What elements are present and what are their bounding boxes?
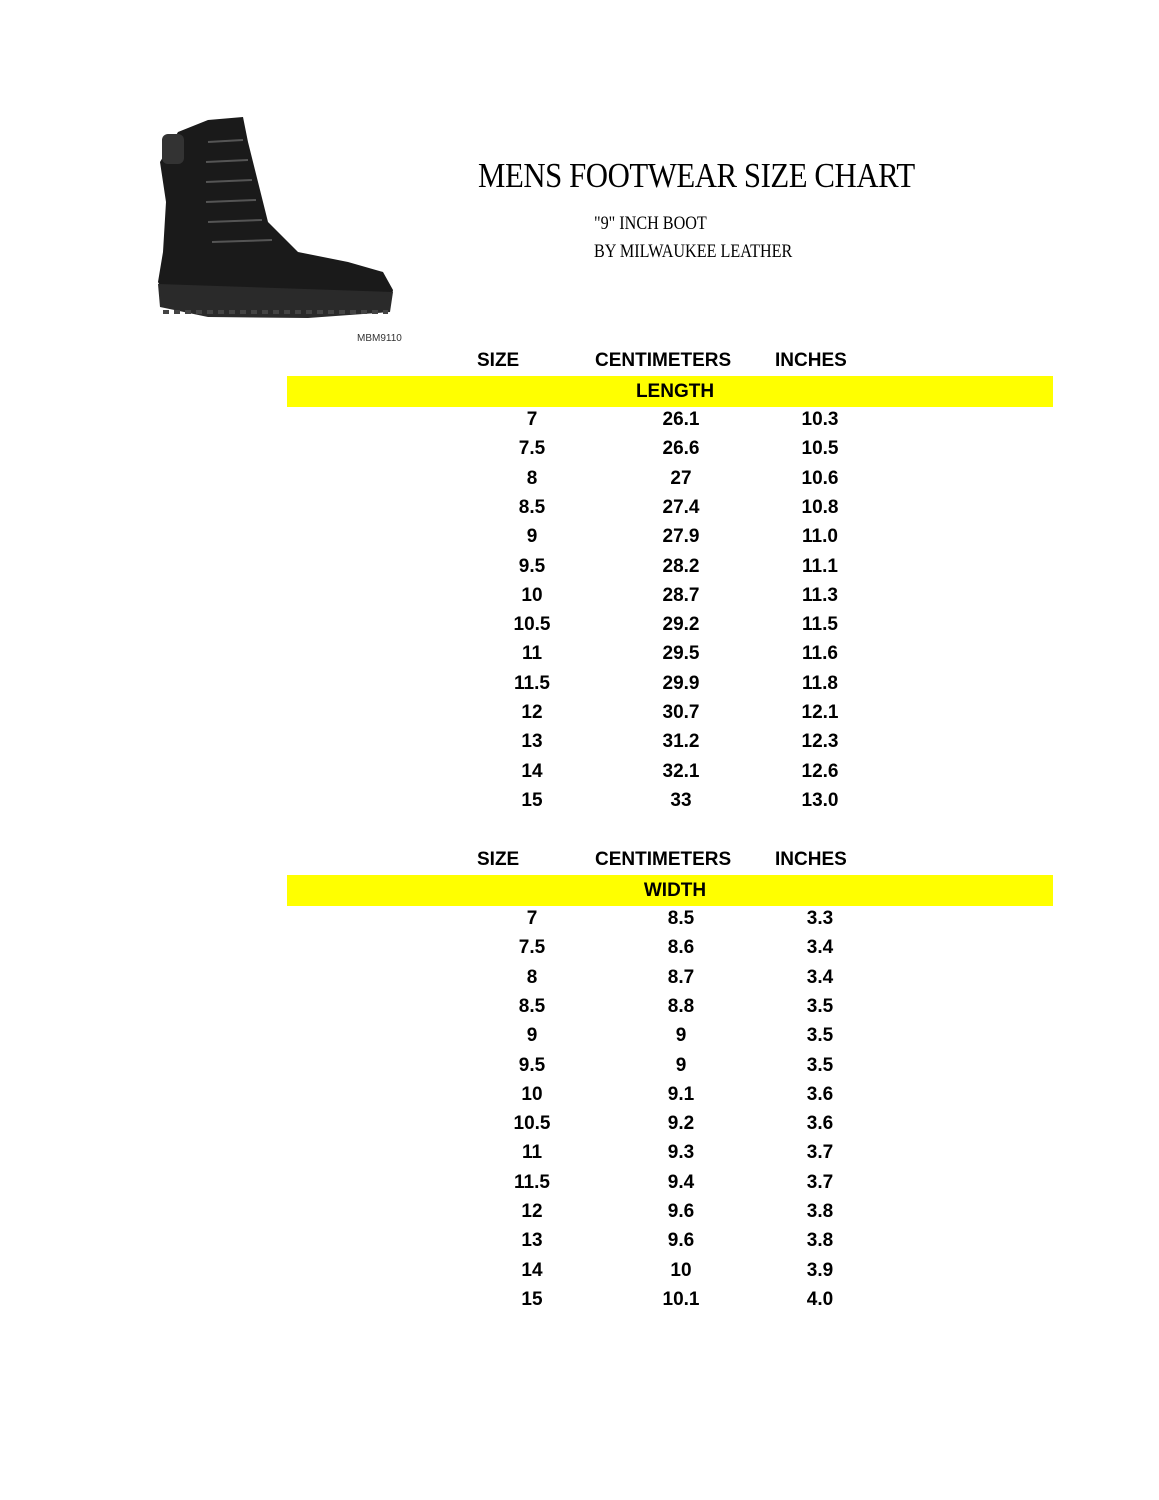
cell-inches: 3.6 [806, 1083, 834, 1105]
cell-inches: 3.8 [806, 1230, 834, 1252]
cell-size: 7.5 [518, 438, 546, 460]
cell-inches: 3.3 [806, 908, 834, 929]
cell-size: 13 [521, 1230, 543, 1252]
column-header-inches: INCHES [775, 849, 847, 870]
cell-size: 15 [521, 1288, 543, 1310]
cell-size: 13 [521, 731, 543, 753]
column-header-cm: CENTIMETERS [595, 350, 732, 371]
cell-inches: 10.6 [801, 467, 839, 489]
cell-cm: 29.2 [662, 614, 700, 636]
cell-cm: 9.4 [667, 1171, 695, 1193]
cell-size: 7.5 [518, 937, 546, 959]
cell-inches: 3.9 [806, 1259, 834, 1281]
boot-product-image [158, 117, 393, 318]
cell-size: 14 [521, 1259, 543, 1281]
cell-size: 11 [521, 1142, 543, 1164]
section-label: WIDTH [643, 880, 707, 901]
cell-size: 10.5 [513, 614, 551, 636]
cell-inches: 13.0 [801, 789, 839, 811]
cell-inches: 11.1 [802, 555, 838, 577]
cell-size: 11.5 [514, 672, 550, 694]
cell-cm: 30.7 [662, 702, 700, 723]
cell-size: 10 [521, 1083, 543, 1105]
cell-inches: 11.0 [802, 526, 838, 548]
cell-inches: 3.7 [806, 1171, 834, 1193]
cell-size: 7 [526, 409, 538, 430]
cell-size: 9 [526, 526, 538, 548]
cell-size: 8 [526, 467, 538, 489]
cell-cm: 26.6 [662, 438, 700, 460]
cell-cm: 29.5 [662, 643, 700, 665]
cell-inches: 3.5 [806, 995, 834, 1017]
model-number: MBM9110 [357, 333, 402, 344]
cell-cm: 26.1 [662, 409, 700, 430]
cell-cm: 8.8 [667, 995, 695, 1017]
cell-inches: 12.6 [801, 760, 839, 782]
section-label: LENGTH [635, 381, 715, 402]
cell-inches: 10.8 [801, 496, 839, 518]
cell-inches: 3.7 [806, 1142, 834, 1164]
cell-cm: 29.9 [662, 672, 700, 694]
section-band-width: WIDTH [287, 875, 1053, 906]
cell-size: 8.5 [518, 995, 546, 1017]
cell-cm: 27.4 [662, 496, 700, 518]
cell-inches: 3.4 [806, 937, 834, 959]
cell-inches: 3.8 [806, 1201, 834, 1222]
cell-inches: 3.6 [806, 1113, 834, 1135]
cell-inches: 10.5 [801, 438, 839, 460]
cell-cm: 8.7 [667, 966, 695, 988]
column-header-inches: INCHES [775, 350, 847, 371]
cell-cm: 27 [670, 467, 692, 489]
cell-size: 12 [521, 1201, 543, 1222]
cell-inches: 4.0 [806, 1288, 834, 1310]
cell-size: 12 [521, 702, 543, 723]
cell-cm: 28.7 [662, 584, 700, 606]
column-header-cm: CENTIMETERS [595, 849, 732, 870]
cell-cm: 32.1 [662, 760, 700, 782]
cell-cm: 33 [670, 789, 692, 811]
cell-inches: 12.1 [801, 702, 839, 723]
cell-inches: 11.3 [802, 584, 838, 606]
cell-size: 8 [526, 966, 538, 988]
cell-cm: 9 [675, 1054, 687, 1076]
cell-cm: 8.5 [667, 908, 695, 929]
cell-size: 11.5 [514, 1171, 550, 1193]
subtitle-brand: BY MILWAUKEE LEATHER [594, 241, 793, 262]
cell-size: 9 [526, 1025, 538, 1047]
cell-cm: 31.2 [662, 731, 700, 753]
cell-inches: 3.4 [806, 966, 834, 988]
cell-size: 10 [521, 584, 543, 606]
cell-cm: 27.9 [662, 526, 700, 548]
cell-inches: 11.6 [802, 643, 838, 665]
cell-cm: 8.6 [667, 937, 695, 959]
cell-size: 14 [521, 760, 543, 782]
cell-size: 15 [521, 789, 543, 811]
cell-inches: 3.5 [806, 1054, 834, 1076]
cell-size: 9.5 [518, 555, 546, 577]
cell-cm: 9.3 [667, 1142, 695, 1164]
cell-inches: 3.5 [806, 1025, 834, 1047]
cell-cm: 10 [670, 1259, 692, 1281]
page-title: MENS FOOTWEAR SIZE CHART [478, 156, 915, 195]
cell-cm: 28.2 [662, 555, 700, 577]
cell-size: 8.5 [518, 496, 546, 518]
section-band-length: LENGTH [287, 376, 1053, 407]
cell-cm: 9 [675, 1025, 687, 1047]
cell-inches: 12.3 [801, 731, 839, 753]
subtitle-boot-type: "9" INCH BOOT [594, 213, 707, 234]
cell-cm: 9.6 [667, 1230, 695, 1252]
cell-size: 11 [521, 643, 543, 665]
cell-inches: 11.5 [802, 614, 838, 636]
cell-size: 9.5 [518, 1054, 546, 1076]
cell-inches: 10.3 [801, 409, 839, 430]
cell-size: 7 [526, 908, 538, 929]
cell-cm: 9.2 [667, 1113, 695, 1135]
cell-cm: 9.1 [667, 1083, 695, 1105]
cell-cm: 10.1 [662, 1288, 700, 1310]
cell-size: 10.5 [513, 1113, 551, 1135]
cell-cm: 9.6 [667, 1201, 695, 1222]
column-header-size: SIZE [477, 350, 520, 371]
column-header-size: SIZE [477, 849, 520, 870]
cell-inches: 11.8 [802, 672, 838, 694]
